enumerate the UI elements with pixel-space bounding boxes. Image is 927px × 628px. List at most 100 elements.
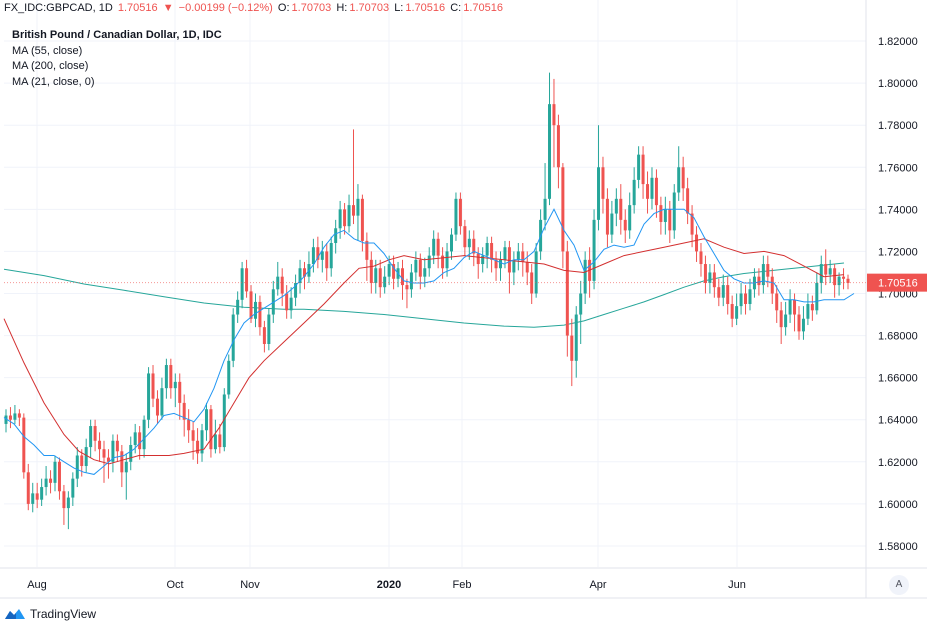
candle-body — [481, 255, 485, 265]
candle-body — [325, 251, 329, 269]
y-tick-label: 1.58000 — [878, 541, 918, 553]
candle-body — [138, 432, 142, 450]
candle-body — [13, 413, 17, 420]
candle-body — [200, 430, 204, 454]
candle-body — [815, 282, 819, 311]
candle-body — [418, 259, 422, 277]
candle-body — [530, 272, 534, 294]
candle-body — [735, 306, 739, 319]
x-tick-label: Nov — [240, 579, 260, 591]
candle-body — [516, 251, 520, 260]
candle-body — [249, 291, 253, 319]
low-label: L: — [394, 2, 404, 14]
candle-body — [793, 299, 797, 315]
candle-body — [329, 243, 333, 269]
candle-body — [450, 234, 454, 252]
candle-body — [761, 264, 765, 286]
study-ma200[interactable]: MA (200, close) — [12, 60, 89, 72]
candle-body — [605, 198, 609, 235]
y-tick-label: 1.80000 — [878, 78, 918, 90]
candle-body — [565, 251, 569, 336]
candle-body — [766, 264, 770, 277]
candle-body — [213, 434, 217, 450]
tradingview-brand[interactable]: TradingView — [30, 607, 97, 621]
candle-body — [84, 447, 88, 467]
chart-legend: British Pound / Canadian Dollar, 1D, IDC… — [12, 28, 222, 90]
candle-body — [400, 268, 404, 286]
study-ma55[interactable]: MA (55, close) — [12, 44, 83, 57]
y-tick-label: 1.76000 — [878, 162, 918, 174]
last-price: 1.70516 — [117, 2, 158, 14]
candle-body — [490, 243, 494, 260]
candle-body — [427, 255, 431, 269]
candle-body — [525, 261, 529, 273]
footer: TradingView — [4, 604, 96, 624]
candle-body — [659, 205, 663, 222]
candle-body — [240, 268, 244, 300]
candle-body — [311, 247, 315, 265]
candle-body — [744, 293, 748, 305]
candle-body — [748, 289, 752, 305]
chart-title[interactable]: British Pound / Canadian Dollar, 1D, IDC — [12, 29, 222, 41]
candle-body — [534, 251, 538, 294]
candle-body — [726, 285, 730, 305]
candle-body — [111, 440, 115, 462]
candle-body — [231, 314, 235, 361]
candle-body — [35, 493, 39, 500]
candle-body — [757, 276, 761, 286]
x-tick-label: Jun — [728, 579, 746, 591]
high-label: H: — [336, 2, 348, 14]
x-tick-label: Aug — [27, 579, 47, 591]
candle-body — [151, 373, 155, 399]
candle-body — [22, 417, 26, 473]
candle-body — [49, 478, 53, 483]
candle-body — [739, 293, 743, 307]
candle-body — [360, 198, 364, 241]
symbol-label[interactable]: FX_IDC:GBPCAD, 1D — [4, 2, 113, 14]
candle-body — [788, 299, 792, 315]
last-price-tag-label: 1.70516 — [878, 278, 918, 290]
candle-body — [262, 327, 266, 344]
candle-body — [454, 198, 458, 235]
candle-body — [614, 198, 618, 214]
candle-body — [124, 461, 128, 473]
candle-body — [690, 213, 694, 235]
candle-body — [521, 251, 525, 262]
x-tick-label: Oct — [166, 579, 183, 591]
study-ma21[interactable]: MA (21, close, 0) — [12, 75, 95, 88]
candle-body — [637, 154, 641, 180]
candle-body — [650, 177, 654, 199]
candle-body — [115, 440, 119, 452]
candle-body — [548, 104, 552, 199]
candle-body — [356, 198, 360, 216]
candle-body — [677, 167, 681, 193]
candle-body — [668, 209, 672, 231]
candle-body — [556, 125, 560, 168]
candle-body — [828, 268, 832, 275]
candle-body — [824, 264, 828, 275]
candle-body — [164, 365, 168, 389]
candle-body — [338, 209, 342, 229]
candle-body — [374, 268, 378, 283]
candle-body — [173, 381, 177, 389]
low-value: 1.70516 — [405, 2, 446, 14]
candle-body — [4, 415, 8, 424]
down-arrow-icon: ▼ — [162, 2, 174, 14]
candle-body — [405, 285, 409, 290]
candle-body — [8, 415, 12, 420]
candle-body — [423, 268, 427, 277]
candle-body — [717, 287, 721, 298]
candle-body — [343, 209, 347, 227]
candle-body — [289, 297, 293, 311]
candle-body — [66, 497, 70, 509]
candle-body — [17, 413, 21, 418]
candle-body — [837, 276, 841, 286]
auto-scale-button[interactable]: A — [889, 575, 909, 595]
tradingview-logo-icon[interactable] — [4, 607, 26, 621]
candle-body — [721, 285, 725, 298]
y-tick-label: 1.82000 — [878, 36, 918, 48]
candle-body — [280, 276, 284, 294]
ma-line-0 — [3, 238, 845, 465]
candle-body — [467, 238, 471, 248]
